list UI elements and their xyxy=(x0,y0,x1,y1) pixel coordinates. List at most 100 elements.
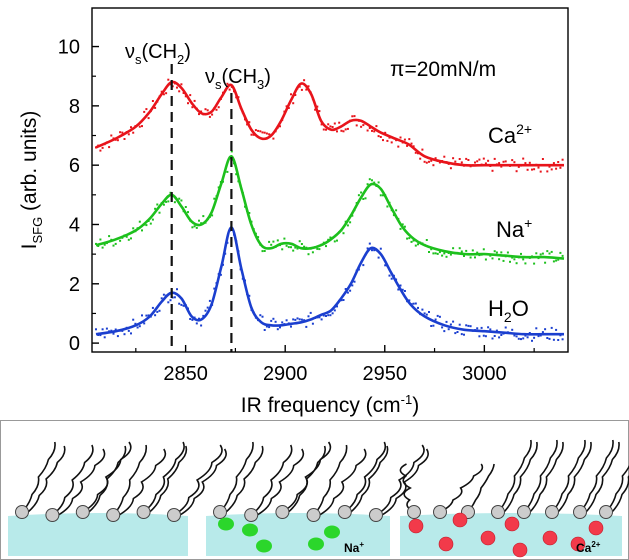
data-point xyxy=(226,82,229,85)
series-line-2 xyxy=(95,226,564,336)
y-axis-label: ISFG (arb. units) xyxy=(18,111,45,250)
data-point xyxy=(476,160,479,163)
data-point xyxy=(145,224,148,227)
data-point xyxy=(432,164,435,167)
data-point xyxy=(502,160,505,163)
data-point xyxy=(294,318,297,321)
data-point xyxy=(406,237,409,240)
data-point xyxy=(184,206,187,208)
data-point xyxy=(438,315,441,318)
data-point xyxy=(346,127,349,130)
data-point xyxy=(377,135,380,138)
data-point xyxy=(520,252,522,255)
data-point xyxy=(428,311,430,313)
data-point xyxy=(463,255,465,257)
ion xyxy=(308,537,324,551)
data-point xyxy=(145,314,148,317)
data-point xyxy=(500,251,503,254)
lipid-tail xyxy=(287,445,326,513)
data-point xyxy=(318,248,321,251)
data-point xyxy=(329,314,332,317)
data-point xyxy=(298,240,301,243)
data-point xyxy=(191,106,194,109)
data-point xyxy=(366,129,369,132)
data-point xyxy=(162,203,165,206)
data-point xyxy=(528,161,531,164)
data-point xyxy=(552,260,555,263)
data-point xyxy=(151,100,154,102)
data-point xyxy=(403,138,406,141)
data-point xyxy=(263,131,266,134)
monolayer-schematic: Na+ Ca2+ xyxy=(0,420,629,560)
data-point xyxy=(272,317,275,320)
data-point xyxy=(268,240,271,243)
data-point xyxy=(169,191,172,194)
data-point xyxy=(447,328,450,331)
data-point xyxy=(355,124,358,127)
data-point xyxy=(127,133,130,136)
data-point xyxy=(371,129,373,132)
data-point xyxy=(384,264,387,267)
data-point xyxy=(228,88,231,91)
data-point xyxy=(211,113,214,116)
data-point xyxy=(417,306,419,309)
data-point xyxy=(557,161,560,163)
series-label: H2O xyxy=(488,296,529,325)
data-point xyxy=(182,304,185,307)
data-point xyxy=(537,335,540,338)
lipid-headgroup xyxy=(306,508,321,522)
lipid-tail xyxy=(281,441,332,513)
data-point xyxy=(263,329,266,331)
data-point xyxy=(511,159,514,162)
lipid-tail xyxy=(179,448,227,516)
lipid-tail xyxy=(375,444,425,516)
data-point xyxy=(460,250,463,253)
data-point xyxy=(200,110,203,113)
data-point xyxy=(550,250,553,253)
data-point xyxy=(290,93,292,96)
ion xyxy=(588,520,604,536)
data-point xyxy=(366,183,369,186)
data-point xyxy=(167,301,170,304)
x-tick-label: 2900 xyxy=(263,363,308,385)
data-point xyxy=(408,237,411,240)
data-point xyxy=(434,252,437,255)
data-point xyxy=(143,322,146,325)
data-point xyxy=(515,170,518,173)
data-point xyxy=(320,123,323,126)
y-tick-label: 6 xyxy=(69,155,80,177)
data-point xyxy=(399,136,402,139)
data-point xyxy=(180,83,183,86)
data-point xyxy=(119,239,122,242)
data-point xyxy=(377,181,380,184)
data-point xyxy=(417,243,419,246)
data-point xyxy=(114,328,117,331)
data-point xyxy=(500,334,503,336)
ion xyxy=(408,518,424,534)
data-point xyxy=(401,288,404,291)
data-point xyxy=(535,327,538,330)
lipid-tail xyxy=(88,445,127,513)
data-point xyxy=(382,194,384,197)
data-point xyxy=(390,277,393,280)
lipid-tail xyxy=(143,441,185,513)
data-point xyxy=(425,239,428,241)
data-point xyxy=(200,324,203,327)
lipid-tail xyxy=(399,463,415,513)
data-point xyxy=(438,161,441,164)
data-point xyxy=(141,125,143,128)
data-point xyxy=(430,159,433,162)
data-point xyxy=(149,222,152,225)
data-point xyxy=(158,309,161,312)
data-point xyxy=(305,325,308,328)
data-point xyxy=(550,326,553,329)
data-point xyxy=(259,314,262,317)
schematic-panel-1: Na+ xyxy=(206,441,429,556)
data-point xyxy=(539,253,542,256)
data-point xyxy=(548,252,551,255)
data-point xyxy=(487,326,490,329)
data-point xyxy=(351,284,354,287)
series-points-1 xyxy=(95,150,564,265)
data-point xyxy=(388,274,391,277)
data-point xyxy=(292,318,295,321)
